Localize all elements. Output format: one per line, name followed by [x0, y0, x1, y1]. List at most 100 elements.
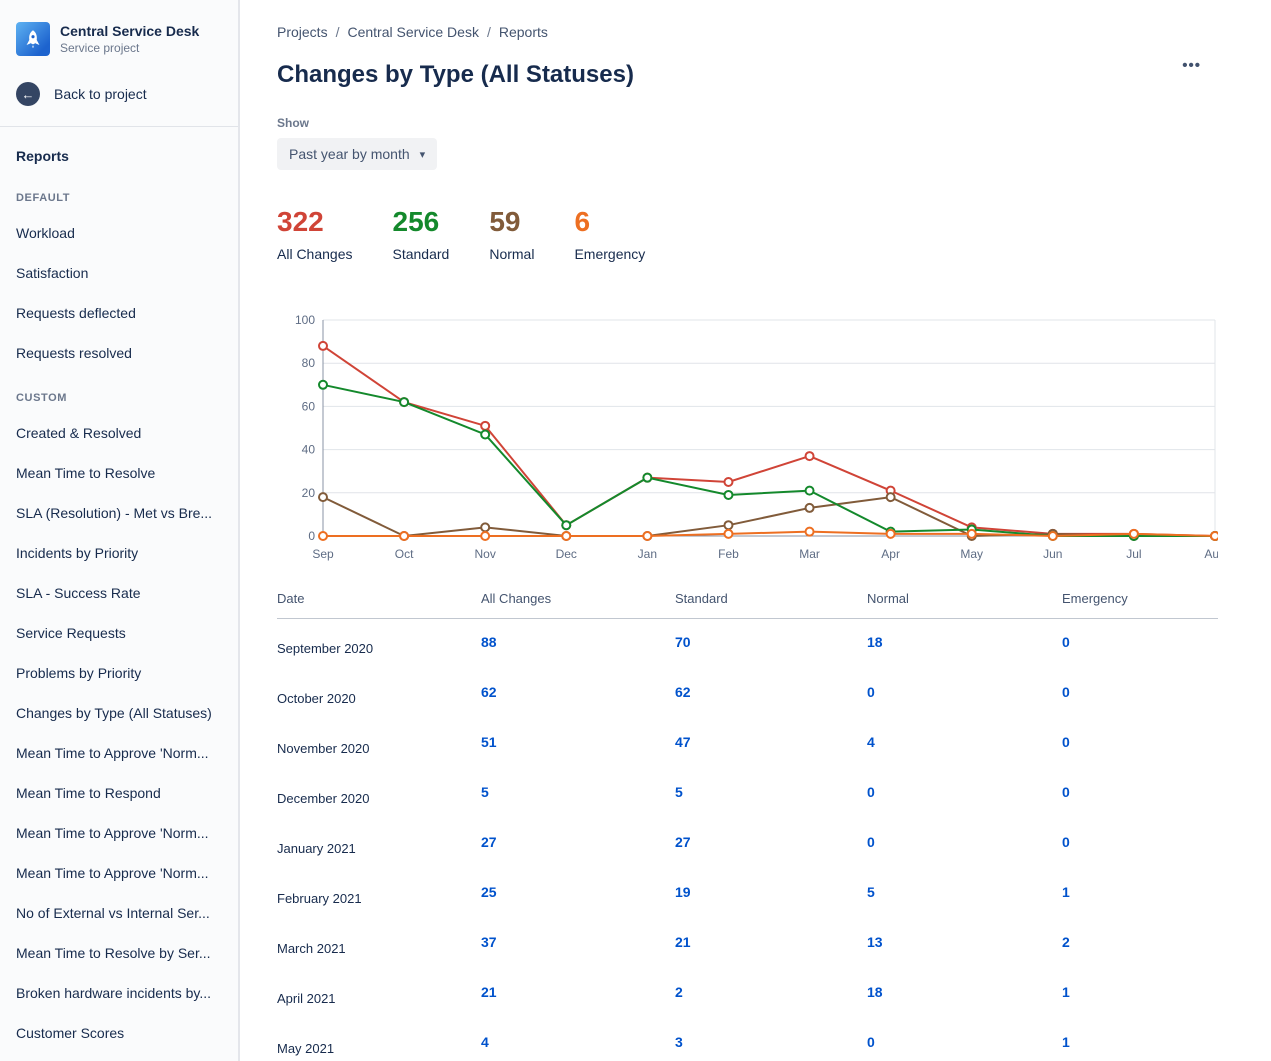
project-type: Service project — [60, 41, 140, 55]
table-cell-value[interactable]: 21 — [675, 934, 691, 950]
table-cell-value[interactable]: 37 — [481, 934, 497, 950]
back-to-project-button[interactable]: ← Back to project — [16, 82, 222, 106]
table-row: March 2021 37 21 13 2 — [277, 919, 1218, 969]
sidebar-item[interactable]: No of External vs Internal Ser... — [16, 905, 210, 921]
sidebar-item[interactable]: Mean Time to Approve 'Norm... — [16, 825, 209, 841]
table-row: October 2020 62 62 0 0 — [277, 669, 1218, 719]
table-cell-value[interactable]: 5 — [675, 784, 683, 800]
sidebar-item[interactable]: Satisfaction — [16, 265, 89, 281]
sidebar-item[interactable]: Incidents by Priority — [16, 545, 139, 561]
table-cell-date: November 2020 — [277, 741, 370, 756]
sidebar-item[interactable]: Mean Time to Respond — [16, 785, 161, 801]
table-header-row: Date All Changes Standard Normal Emergency — [277, 591, 1218, 619]
table-cell-value[interactable]: 0 — [867, 684, 875, 700]
table-cell-value[interactable]: 21 — [481, 984, 497, 1000]
table-cell-value[interactable]: 0 — [1062, 784, 1070, 800]
table-cell-value[interactable]: 2 — [675, 984, 683, 1000]
table-cell-value[interactable]: 1 — [1062, 884, 1070, 900]
table-cell-value[interactable]: 5 — [867, 884, 875, 900]
table-row: May 2021 4 3 0 1 — [277, 1019, 1218, 1061]
breadcrumb-link[interactable]: Central Service Desk — [347, 24, 479, 40]
table-cell-value[interactable]: 0 — [1062, 684, 1070, 700]
table-cell-value[interactable]: 0 — [1062, 634, 1070, 650]
stat-label: Normal — [489, 246, 535, 262]
table-cell-value[interactable]: 4 — [867, 734, 875, 750]
table-row: September 2020 88 70 18 0 — [277, 619, 1218, 669]
table-cell-value[interactable]: 88 — [481, 634, 497, 650]
rocket-icon — [26, 30, 40, 48]
breadcrumb-link[interactable]: Projects — [277, 24, 328, 40]
page-title: Changes by Type (All Statuses) — [277, 61, 634, 88]
sidebar-item[interactable]: SLA (Resolution) - Met vs Bre... — [16, 505, 213, 521]
stat-label: All Changes — [277, 246, 353, 262]
table-cell-value[interactable]: 70 — [675, 634, 691, 650]
svg-text:Jan: Jan — [638, 547, 657, 561]
table-cell-value[interactable]: 0 — [1062, 734, 1070, 750]
table-cell-value[interactable]: 27 — [675, 834, 691, 850]
sidebar-item[interactable]: Mean Time to Resolve — [16, 465, 156, 481]
show-label: Show — [277, 116, 309, 130]
svg-text:60: 60 — [302, 399, 316, 413]
sidebar-item[interactable]: Mean Time to Approve 'Norm... — [16, 865, 209, 881]
stat-block: 322 All Changes — [277, 206, 353, 263]
sidebar-item[interactable]: Workload — [16, 225, 75, 241]
stat-value: 322 — [277, 206, 324, 237]
table-row: February 2021 25 19 5 1 — [277, 869, 1218, 919]
table-header-cell: Standard — [675, 591, 728, 606]
svg-text:0: 0 — [308, 529, 315, 543]
sidebar-item[interactable]: Broken hardware incidents by... — [16, 985, 212, 1001]
svg-text:Aug: Aug — [1204, 547, 1218, 561]
project-text: Central Service Desk Service project — [60, 23, 199, 55]
stat-value: 6 — [574, 206, 591, 237]
table-cell-value[interactable]: 18 — [867, 984, 883, 1000]
table-cell-value[interactable]: 13 — [867, 934, 883, 950]
table-cell-value[interactable]: 62 — [675, 684, 691, 700]
project-header: Central Service Desk Service project — [16, 22, 222, 56]
svg-text:80: 80 — [302, 356, 316, 370]
table-cell-value[interactable]: 5 — [481, 784, 489, 800]
period-dropdown-value: Past year by month — [289, 146, 410, 162]
back-arrow-icon: ← — [16, 82, 40, 106]
more-actions-button[interactable]: ••• — [1176, 56, 1207, 75]
table-cell-value[interactable]: 0 — [867, 1034, 875, 1050]
period-dropdown[interactable]: Past year by month ▾ — [277, 138, 438, 170]
table-cell-value[interactable]: 0 — [1062, 834, 1070, 850]
table-cell-value[interactable]: 1 — [1062, 984, 1070, 1000]
sidebar-item[interactable]: Mean Time to Resolve by Ser... — [16, 945, 211, 961]
sidebar: Central Service Desk Service project ← B… — [0, 0, 240, 1061]
table-header-cell: Date — [277, 591, 305, 606]
table-cell-value[interactable]: 2 — [1062, 934, 1070, 950]
table-cell-value[interactable]: 1 — [1062, 1034, 1070, 1050]
table-cell-value[interactable]: 51 — [481, 734, 497, 750]
table-cell-value[interactable]: 18 — [867, 634, 883, 650]
table-row: December 2020 5 5 0 0 — [277, 769, 1218, 819]
breadcrumb-link[interactable]: Reports — [498, 24, 548, 40]
svg-text:Apr: Apr — [881, 547, 900, 561]
sidebar-item[interactable]: Requests deflected — [16, 305, 136, 321]
sidebar-item[interactable]: Changes by Type (All Statuses) — [16, 705, 212, 721]
sidebar-item[interactable]: Requests resolved — [16, 345, 132, 361]
table-cell-date: February 2021 — [277, 891, 362, 906]
sidebar-item[interactable]: Mean Time to Approve 'Norm... — [16, 745, 209, 761]
table-header-cell: All Changes — [481, 591, 552, 606]
stat-label: Emergency — [574, 246, 646, 262]
svg-text:Jul: Jul — [1126, 547, 1141, 561]
sidebar-item[interactable]: SLA - Success Rate — [16, 585, 141, 601]
stat-block: 256 Standard — [393, 208, 450, 263]
table-cell-value[interactable]: 3 — [675, 1034, 683, 1050]
sidebar-item[interactable]: Customer Scores — [16, 1025, 125, 1041]
svg-text:Nov: Nov — [475, 547, 496, 561]
sidebar-item[interactable]: Service Requests — [16, 625, 126, 641]
table-cell-value[interactable]: 4 — [481, 1034, 489, 1050]
table-cell-value[interactable]: 0 — [867, 784, 875, 800]
breadcrumb: Projects / Central Service Desk / Reports — [277, 24, 1221, 40]
sidebar-item[interactable]: Created & Resolved — [16, 425, 142, 441]
table-cell-value[interactable]: 19 — [675, 884, 691, 900]
table-cell-value[interactable]: 0 — [867, 834, 875, 850]
table-cell-value[interactable]: 62 — [481, 684, 497, 700]
table-cell-value[interactable]: 47 — [675, 734, 691, 750]
table-cell-value[interactable]: 27 — [481, 834, 497, 850]
table-cell-date: December 2020 — [277, 791, 370, 806]
table-cell-value[interactable]: 25 — [481, 884, 497, 900]
sidebar-item[interactable]: Problems by Priority — [16, 665, 142, 681]
